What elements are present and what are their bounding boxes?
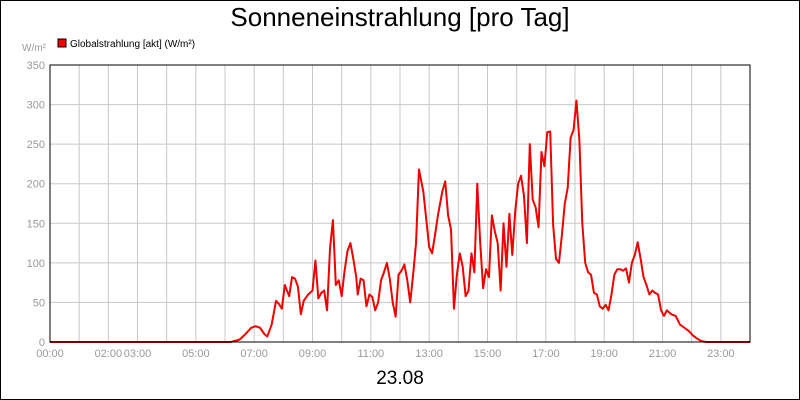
- plot-area-border: [49, 64, 751, 343]
- grid-lines: [50, 64, 750, 343]
- x-tick-label: 11:00: [357, 348, 384, 360]
- legend: Globalstrahlung [akt] (W/m²): [57, 38, 195, 50]
- x-tick-label: 17:00: [532, 348, 560, 360]
- chart-title: Sonneneinstrahlung [pro Tag]: [230, 2, 570, 32]
- x-tick-label: 21:00: [649, 348, 677, 360]
- x-tick-label: 19:00: [590, 348, 618, 360]
- y-tick-label: 0: [39, 337, 45, 349]
- y-tick-label: 350: [27, 60, 45, 72]
- y-tick-label: 250: [27, 139, 45, 151]
- x-tick-label: 15:00: [474, 348, 502, 360]
- y-tick-label: 300: [27, 100, 45, 112]
- x-tick-label: 13:00: [415, 348, 443, 360]
- legend-label: Globalstrahlung [akt] (W/m²): [70, 39, 195, 50]
- x-tick-label: 00:00: [36, 348, 64, 360]
- x-tick-label: 23:00: [707, 348, 735, 360]
- y-tick-label: 200: [27, 179, 45, 191]
- y-tick-label: 50: [33, 297, 45, 309]
- y-tick-labels: 0 50 100 150 200 250 300 350: [27, 60, 45, 349]
- legend-swatch: [57, 38, 67, 48]
- y-tick-label: 150: [27, 218, 45, 230]
- x-tick-label: 07:00: [240, 348, 268, 360]
- y-tick-label: 100: [27, 258, 45, 270]
- x-tick-label: 05:00: [182, 348, 210, 360]
- y-axis-unit-label: W/m²: [22, 43, 47, 54]
- x-tick-label: 09:00: [299, 348, 327, 360]
- x-tick-labels: 00:00 02:00 03:00 05:00 07:00 09:00 11:00 13:00…: [36, 348, 734, 360]
- x-axis-date-label: 23.08: [376, 368, 424, 389]
- x-tick-label: 03:00: [124, 348, 152, 360]
- x-tick-label: 02:00: [95, 348, 123, 360]
- series-line-globalstrahlung: [50, 99, 750, 343]
